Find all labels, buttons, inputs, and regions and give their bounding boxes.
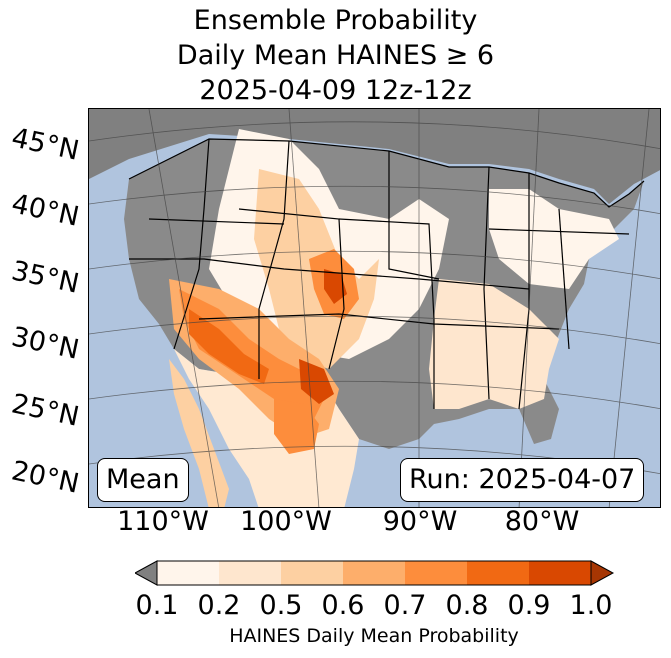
baja-land xyxy=(169,359,229,507)
colorbar-segment xyxy=(529,561,591,585)
lat-label-30: 30°N xyxy=(8,321,82,366)
state-borders xyxy=(128,138,645,410)
lon-label-110: 110°W xyxy=(117,506,209,537)
colorbar-segment xyxy=(157,561,219,585)
prob-veryhigh-1 xyxy=(189,309,269,384)
canada-land xyxy=(89,109,660,204)
title-line-2: Daily Mean HAINES ≥ 6 xyxy=(176,40,495,71)
prob-high-southwest xyxy=(179,289,324,419)
colorbar xyxy=(135,560,615,586)
colorbar-tick-label: 0.2 xyxy=(197,590,241,621)
map-svg xyxy=(89,109,660,507)
lon-label-100: 100°W xyxy=(240,506,332,537)
prob-low-southeast xyxy=(429,279,559,409)
colorbar-under-arrow xyxy=(135,560,158,586)
run-label: Run: 2025-04-07 xyxy=(400,458,645,502)
prob-veryhigh-3 xyxy=(324,269,347,304)
title-line-1: Ensemble Probability xyxy=(193,5,478,36)
lat-label-45: 45°N xyxy=(8,122,82,167)
colorbar-tick-label: 0.5 xyxy=(259,590,303,621)
colorbar-over-arrow xyxy=(590,560,615,586)
lat-label-20: 20°N xyxy=(8,455,82,500)
colorbar-segment xyxy=(219,561,281,585)
lon-label-80: 80°W xyxy=(504,506,580,537)
lon-label-90: 90°W xyxy=(382,506,458,537)
lat-label-35: 35°N xyxy=(8,255,82,300)
colorbar-tick-label: 0.1 xyxy=(135,590,179,621)
title-date: 2025-04-09 12z-12z xyxy=(199,75,472,106)
stat-label: Mean xyxy=(97,458,189,502)
prob-texas-mid xyxy=(274,399,319,454)
probability-map xyxy=(88,108,661,508)
colorbar-frame xyxy=(156,560,592,586)
colorbar-tick-label: 0.8 xyxy=(445,590,489,621)
prob-low-east xyxy=(489,189,619,289)
colorbar-tick-label: 0.9 xyxy=(507,590,551,621)
colorbar-segment xyxy=(343,561,405,585)
colorbar-tick-label: 1.0 xyxy=(569,590,613,621)
colorbar-segments xyxy=(157,561,591,585)
lat-label-25: 25°N xyxy=(8,388,82,433)
colorbar-segment xyxy=(281,561,343,585)
colorbar-tick-label: 0.7 xyxy=(383,590,427,621)
colorbar-title: HAINES Daily Mean Probability xyxy=(229,625,519,647)
colorbar-tick-label: 0.6 xyxy=(321,590,365,621)
colorbar-segment xyxy=(405,561,467,585)
lat-label-40: 40°N xyxy=(8,188,82,233)
colorbar-segment xyxy=(467,561,529,585)
